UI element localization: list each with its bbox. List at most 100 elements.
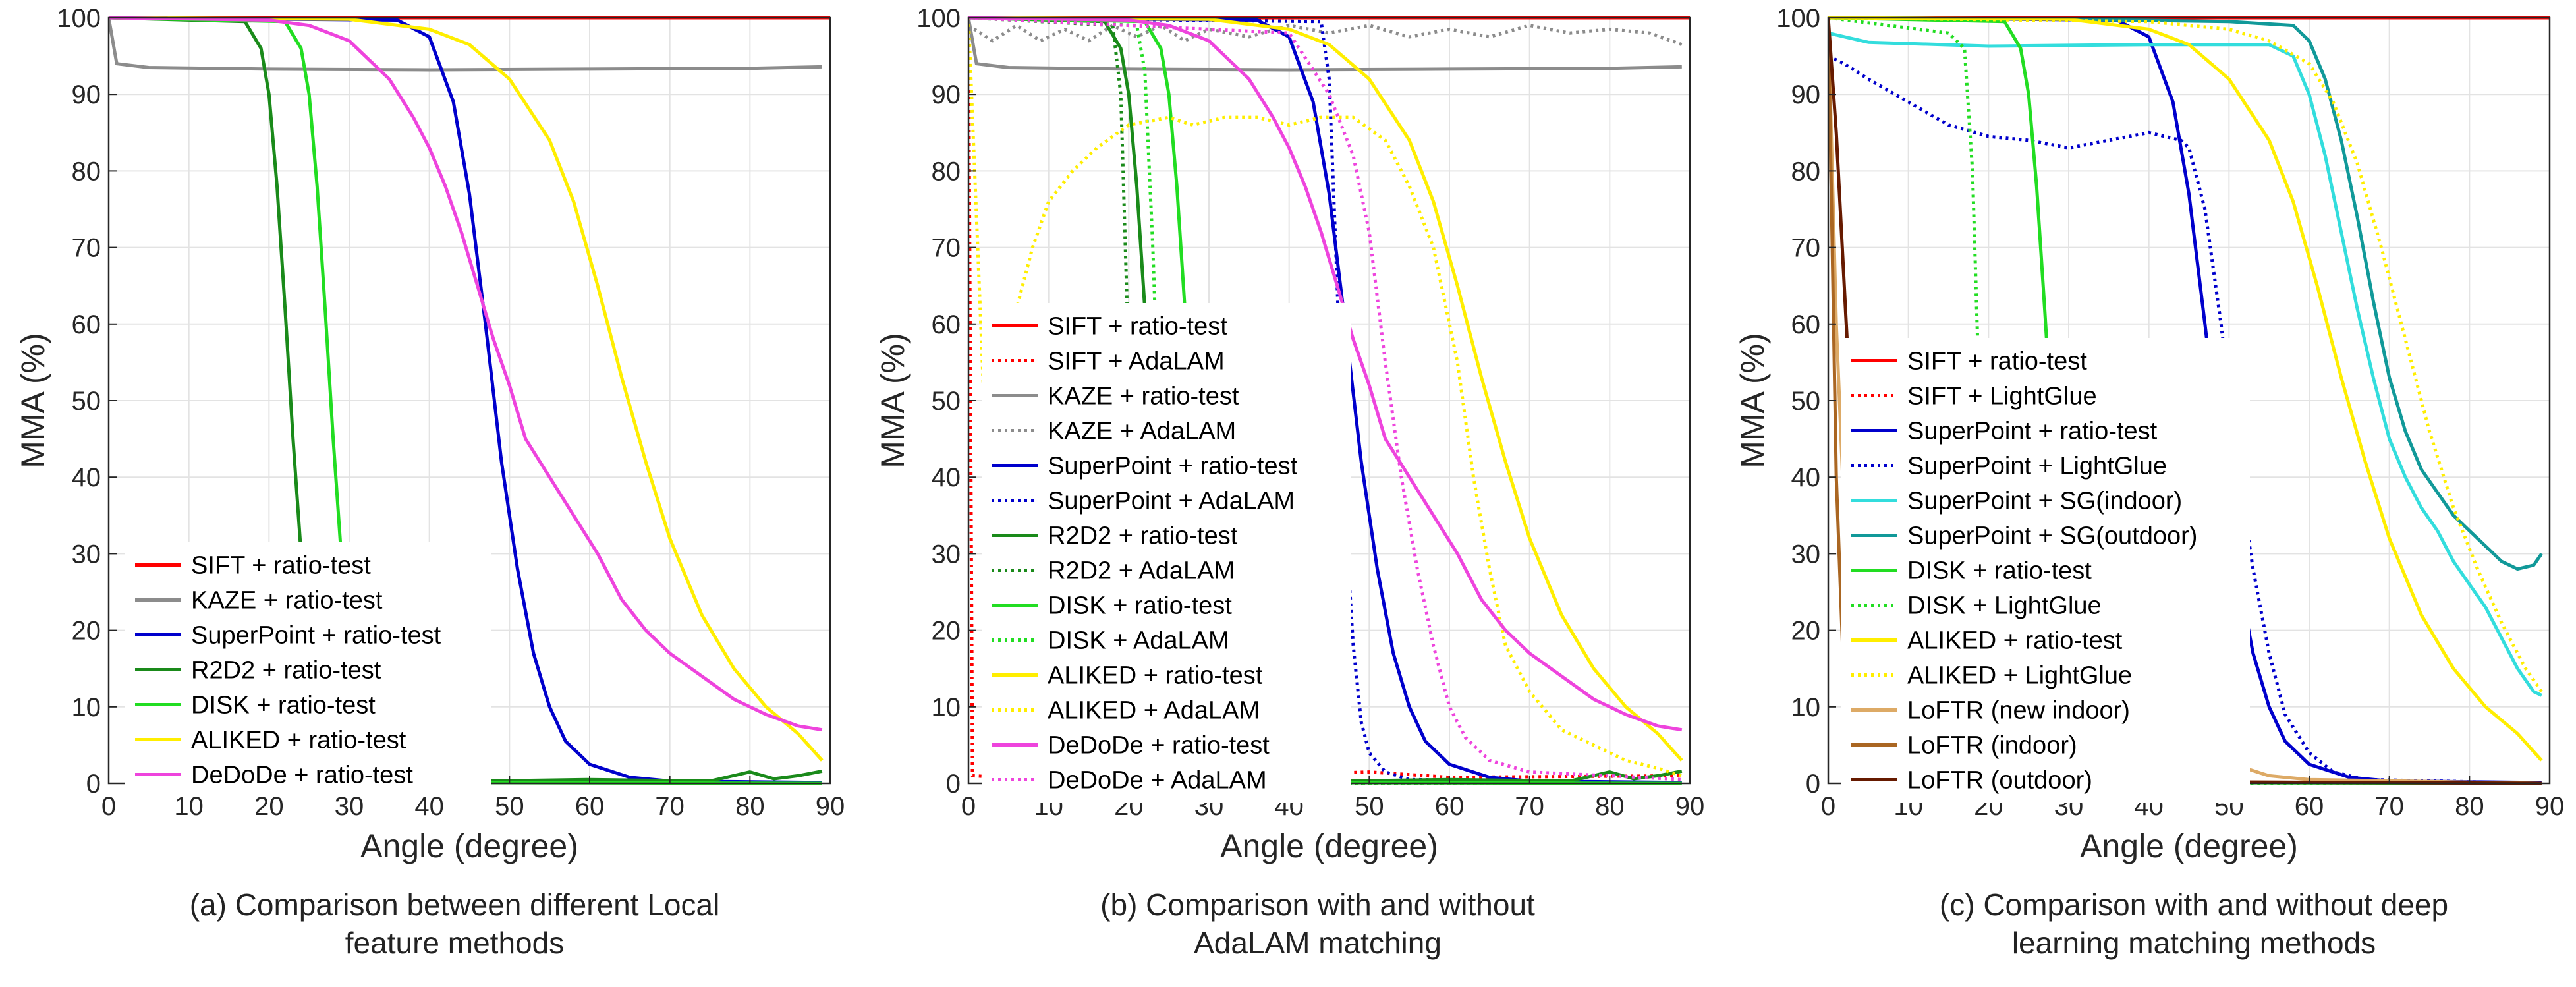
legend-label: SIFT + ratio-test [1907,348,2087,376]
legend-label: R2D2 + ratio-test [191,657,381,685]
legend-label: SIFT + ratio-test [1048,313,1227,341]
series-line-4 [968,16,1682,785]
x-axis-label: Angle (degree) [2080,828,2298,864]
legend-label: DISK + ratio-test [1048,592,1232,620]
x-tick-label: 50 [1355,792,1384,821]
x-tick-label: 0 [1821,792,1835,821]
legend-label: SuperPoint + SG(indoor) [1907,488,2182,515]
series-line-5 [1828,16,2543,571]
caption-b: (b) Comparison with and without AdaLAM m… [955,886,1680,962]
series-line-4 [1828,31,2542,697]
legend-box [1841,338,2250,803]
legend-label: DISK + ratio-test [191,692,376,719]
legend-label: R2D2 + AdaLAM [1048,557,1235,585]
legend-label: SIFT + LightGlue [1907,383,2097,410]
legend-box [125,542,491,797]
y-tick-label: 0 [1806,770,1820,799]
legend-label: KAZE + ratio-test [191,587,383,615]
y-tick-label: 80 [932,157,961,186]
x-tick-label: 80 [2455,792,2484,821]
chart-panel-1: 0 10 20 30 40 50 60 70 80 90010203040506070809010… [874,4,1704,864]
chart-panel-2: 0 10 20 30 40 50 60 70 80 90010203040506070809010… [1734,4,2564,864]
x-tick-label: 90 [2535,792,2565,821]
legend-label: ALIKED + ratio-test [191,727,406,754]
y-tick-label: 30 [1791,540,1821,569]
legend-label: SuperPoint + ratio-test [191,622,441,650]
legend-label: KAZE + ratio-test [1048,383,1239,410]
series-line-9 [1828,16,2543,693]
y-tick-label: 10 [932,693,961,722]
legend-label: DeDoDe + AdaLAM [1048,767,1267,795]
x-tick-label: 80 [1595,792,1625,821]
series-line-3 [968,24,1683,47]
y-axis-label: MMA (%) [1734,333,1771,468]
legend-label: SIFT + AdaLAM [1048,348,1225,376]
y-tick-label: 100 [1776,4,1820,33]
series-line-9 [968,16,1682,785]
y-tick-label: 70 [932,234,961,263]
legend-label: SuperPoint + ratio-test [1907,418,2158,445]
y-tick-label: 70 [72,234,101,263]
x-tick-label: 0 [101,792,116,821]
y-tick-label: 30 [932,540,961,569]
y-tick-label: 90 [1791,80,1821,109]
caption-c: (c) Comparison with and without deep lea… [1832,886,2556,962]
legend-label: LoFTR (new indoor) [1907,697,2130,725]
y-tick-label: 80 [1791,157,1821,186]
legend-label: DeDoDe + ratio-test [1048,732,1270,760]
series-line-5 [109,16,824,762]
x-tick-label: 70 [655,792,685,821]
caption-c-line2: learning matching methods [2011,925,2376,960]
legend-label: SuperPoint + SG(outdoor) [1907,522,2197,550]
series-line-1 [109,17,822,72]
legend-label: SuperPoint + LightGlue [1907,453,2167,480]
y-tick-label: 40 [72,463,101,492]
chart-panel-0: 0 10 20 30 40 50 60 70 80 90010203040506070809010… [14,4,845,864]
caption-b-line1: (b) Comparison with and without [1100,888,1535,922]
y-tick-label: 80 [72,157,101,186]
series-line-8 [1828,16,2543,762]
legend-label: ALIKED + ratio-test [1907,627,2123,655]
legend-box [982,303,1351,803]
x-tick-label: 60 [2295,792,2324,821]
y-tick-label: 100 [57,4,101,33]
legend-label: SIFT + ratio-test [191,552,371,580]
legend-label: ALIKED + ratio-test [1048,662,1263,690]
legend-label: ALIKED + LightGlue [1907,662,2132,690]
y-tick-label: 30 [72,540,101,569]
x-tick-label: 90 [1675,792,1705,821]
y-tick-label: 0 [946,770,961,799]
x-tick-label: 0 [961,792,976,821]
y-tick-label: 10 [1791,693,1821,722]
x-tick-label: 80 [735,792,765,821]
legend: SIFT + ratio-test KAZE + ratio-test SuperP… [125,542,491,797]
y-tick-label: 60 [932,310,961,339]
caption-a-line1: (a) Comparison between different Local [189,888,720,922]
legend-label: LoFTR (indoor) [1907,732,2077,760]
y-axis-label: MMA (%) [14,333,51,468]
y-tick-label: 90 [72,80,101,109]
series-line-12 [968,16,1683,732]
y-tick-label: 50 [932,387,961,416]
legend-label: ALIKED + AdaLAM [1048,697,1260,725]
y-tick-label: 70 [1791,234,1821,263]
legend-label: KAZE + AdaLAM [1048,418,1236,445]
y-tick-label: 40 [932,463,961,492]
legend-label: DeDoDe + ratio-test [191,762,413,789]
legend-label: DISK + LightGlue [1907,592,2102,620]
y-tick-label: 20 [1791,617,1821,646]
series-line-6 [109,16,823,732]
y-tick-label: 60 [72,310,101,339]
y-tick-label: 40 [1791,463,1821,492]
series-line-11 [968,17,1683,777]
legend-label: DISK + AdaLAM [1048,627,1229,655]
legend: SIFT + ratio-test SIFT + LightGlue SuperPo… [1841,338,2250,803]
caption-c-line1: (c) Comparison with and without deep [1939,888,2449,922]
legend-label: SuperPoint + AdaLAM [1048,488,1295,515]
y-tick-label: 20 [932,617,961,646]
caption-a: (a) Comparison between different Local f… [92,886,817,962]
x-tick-label: 60 [1435,792,1465,821]
y-tick-label: 20 [72,617,101,646]
caption-b-line2: AdaLAM matching [1194,925,1442,960]
